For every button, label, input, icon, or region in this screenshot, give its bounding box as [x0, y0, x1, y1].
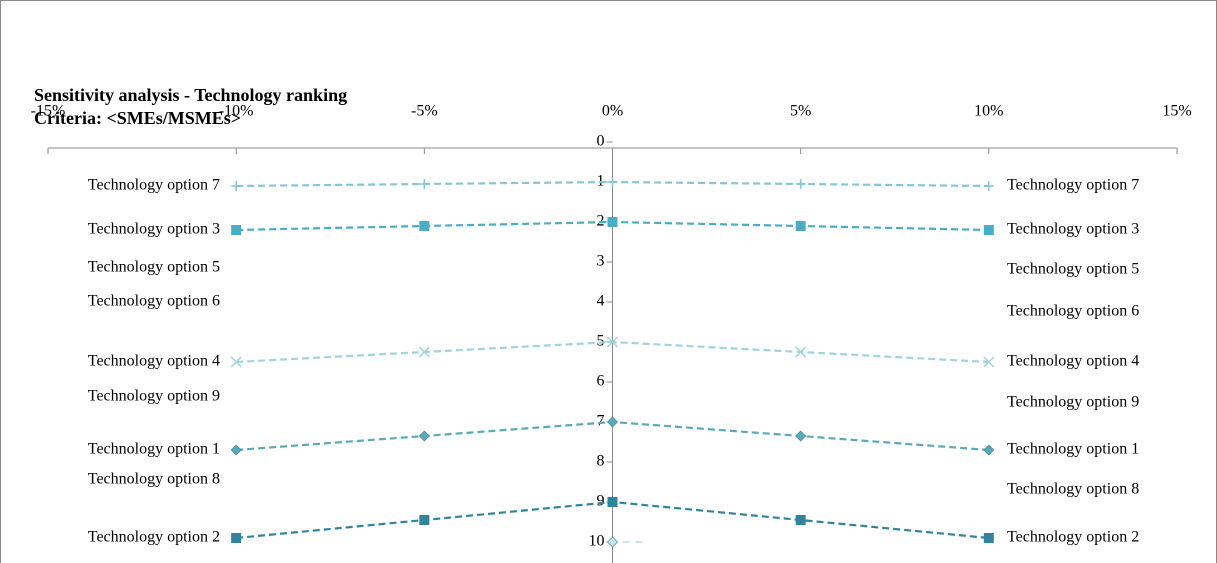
- marker: [983, 181, 994, 191]
- y-tick-label: 8: [597, 453, 605, 470]
- marker: [418, 430, 430, 442]
- series-label-right: Technology option 4: [1007, 353, 1139, 370]
- marker: [983, 225, 994, 235]
- y-tick-label: 10: [589, 533, 605, 550]
- series-label-left: Technology option 8: [88, 471, 220, 488]
- series-label-right: Technology option 5: [1007, 261, 1139, 278]
- series-label-right: Technology option 2: [1007, 529, 1139, 546]
- series-label-left: Technology option 4: [88, 353, 220, 370]
- series-label-left: Technology option 5: [88, 259, 220, 276]
- marker: [795, 430, 807, 442]
- marker: [983, 356, 995, 368]
- series-label-left: Technology option 3: [88, 221, 220, 238]
- x-tick-label: -5%: [411, 103, 438, 120]
- series-label-right: Technology option 9: [1007, 394, 1139, 411]
- y-tick-label: 7: [597, 413, 605, 430]
- marker: [606, 336, 619, 348]
- marker: [607, 536, 618, 548]
- marker: [607, 416, 618, 428]
- marker: [795, 179, 806, 189]
- marker: [419, 179, 430, 189]
- marker: [983, 444, 995, 456]
- marker: [607, 177, 618, 187]
- y-tick-label: 5: [597, 333, 605, 350]
- series-label-right: Technology option 7: [1007, 177, 1139, 194]
- marker: [419, 515, 430, 525]
- series-label-left: Technology option 6: [88, 293, 220, 310]
- marker: [795, 515, 806, 525]
- marker: [983, 533, 994, 543]
- series-label-left: Technology option 7: [88, 177, 220, 194]
- x-tick-label: 15%: [1162, 103, 1191, 120]
- y-tick-label: 9: [597, 493, 605, 510]
- x-tick-label: -10%: [219, 103, 254, 120]
- chart-subtitle: Criteria: <SMEs/MSMEs>: [34, 108, 241, 128]
- x-tick-label: -15%: [31, 103, 66, 120]
- marker: [231, 533, 242, 543]
- y-tick-label: 3: [597, 253, 605, 270]
- series-label-left: Technology option 2: [88, 529, 220, 546]
- x-tick-label: 5%: [790, 103, 811, 120]
- marker: [231, 181, 242, 191]
- series-label-right: Technology option 8: [1007, 481, 1139, 498]
- series-label-right: Technology option 6: [1007, 303, 1139, 320]
- marker: [418, 346, 430, 358]
- y-tick-label: 6: [597, 373, 605, 390]
- marker: [419, 221, 430, 231]
- marker: [230, 356, 242, 368]
- marker: [231, 225, 242, 235]
- marker: [230, 444, 242, 456]
- series-label-right: Technology option 3: [1007, 221, 1139, 238]
- x-tick-label: 10%: [974, 103, 1003, 120]
- y-tick-label: 0: [597, 133, 605, 150]
- marker: [795, 221, 806, 231]
- chart-title: Sensitivity analysis - Technology rankin…: [34, 85, 347, 105]
- marker: [607, 217, 618, 227]
- y-tick-label: 4: [597, 293, 605, 310]
- series-label-right: Technology option 1: [1007, 441, 1139, 458]
- x-tick-label: 0%: [602, 103, 623, 120]
- marker: [607, 497, 618, 507]
- marker: [795, 346, 807, 358]
- series-label-left: Technology option 9: [88, 388, 220, 405]
- series-label-left: Technology option 1: [88, 441, 220, 458]
